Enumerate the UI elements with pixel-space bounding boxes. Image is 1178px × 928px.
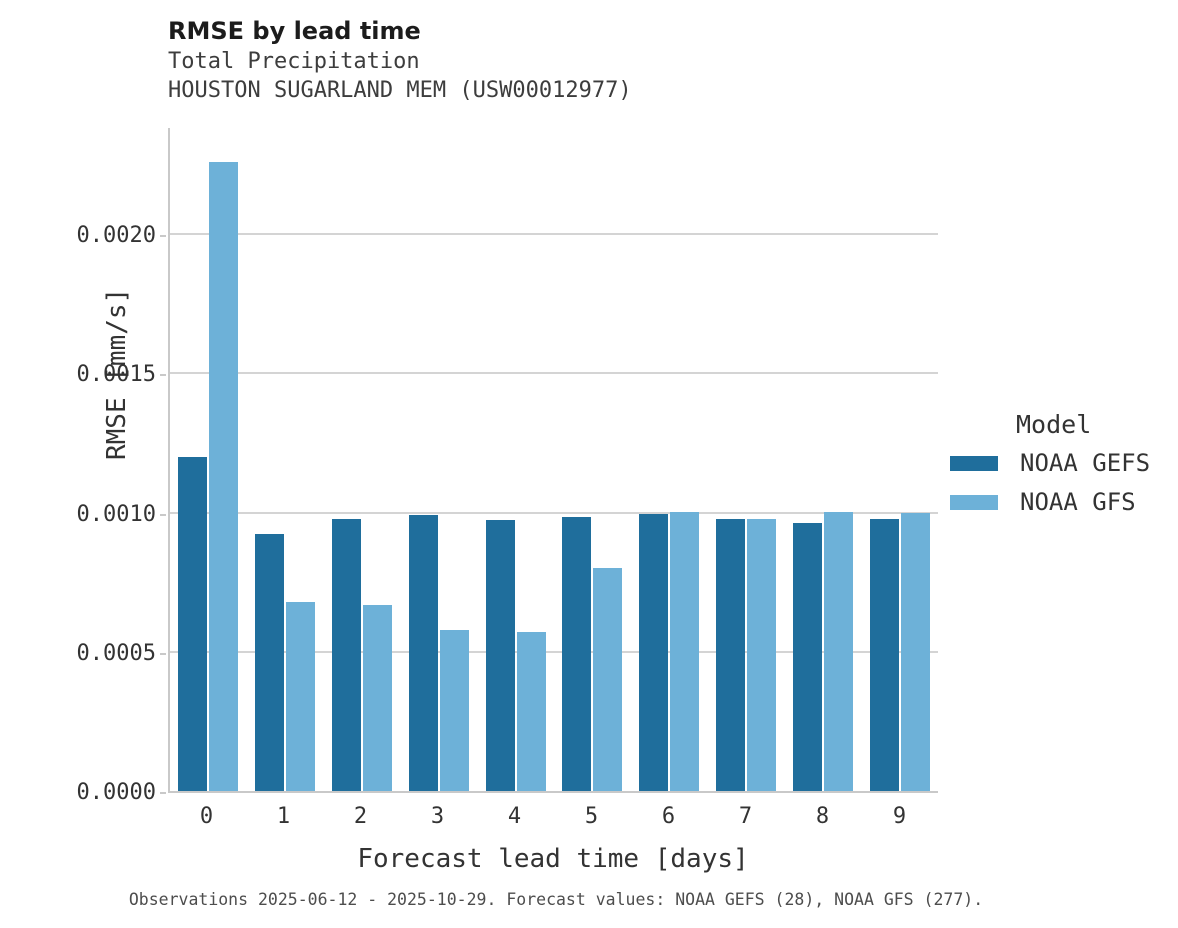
bar-noaa-gfs-lead-2 [362, 605, 392, 791]
legend-label: NOAA GFS [1020, 488, 1136, 516]
y-tick-mark [160, 792, 166, 794]
caption: Observations 2025-06-12 - 2025-10-29. Fo… [128, 890, 984, 909]
legend-items: NOAA GEFS NOAA GFS [950, 449, 1150, 516]
bar-groups [170, 128, 938, 791]
bar-noaa-gfs-lead-3 [439, 630, 469, 791]
bar-group-2 [324, 128, 401, 791]
bar-group-5 [554, 128, 631, 791]
gridline-0.0005 [170, 651, 938, 653]
y-tick-label: 0.0010 [76, 502, 156, 527]
y-tick-mark [160, 653, 166, 655]
bar-noaa-gefs-lead-9 [869, 519, 899, 791]
x-axis-label: Forecast lead time [days] [357, 844, 749, 874]
x-axis-tick-labels: 0 1 2 3 4 5 6 7 8 9 [168, 804, 938, 829]
legend-label: NOAA GEFS [1020, 449, 1151, 477]
x-tick-label-2: 2 [353, 804, 368, 829]
bar-noaa-gefs-lead-2 [331, 519, 361, 791]
legend-item-noaa-gefs: NOAA GEFS [950, 449, 1150, 477]
x-tick-label-6: 6 [661, 804, 676, 829]
bar-noaa-gfs-lead-0 [209, 162, 239, 791]
bar-noaa-gefs-lead-0 [178, 457, 208, 791]
y-tick-mark [160, 514, 166, 516]
legend: Model NOAA GEFS NOAA GFS [950, 410, 1150, 527]
bar-noaa-gfs-lead-1 [286, 602, 316, 791]
x-tick-label-4: 4 [507, 804, 522, 829]
y-tick-label: 0.0005 [76, 641, 156, 666]
bar-group-7 [708, 128, 785, 791]
bar-noaa-gefs-lead-3 [408, 515, 438, 791]
x-tick-label-9: 9 [892, 804, 907, 829]
legend-swatch [950, 494, 998, 510]
plot-area [168, 128, 938, 793]
y-tick-mark [160, 235, 166, 237]
bar-group-1 [247, 128, 324, 791]
x-tick-label-0: 0 [199, 804, 214, 829]
bar-noaa-gfs-lead-7 [746, 519, 776, 791]
bar-noaa-gefs-lead-7 [715, 519, 745, 791]
chart-subtitle-line1: Total Precipitation [168, 49, 420, 75]
bar-group-4 [477, 128, 554, 791]
bar-noaa-gefs-lead-1 [255, 534, 285, 791]
bar-noaa-gfs-lead-4 [516, 632, 546, 791]
bar-noaa-gfs-lead-5 [593, 568, 623, 791]
bar-group-3 [400, 128, 477, 791]
x-tick-label-7: 7 [738, 804, 753, 829]
x-tick-label-8: 8 [815, 804, 830, 829]
bar-noaa-gfs-lead-9 [900, 513, 930, 791]
bar-group-6 [631, 128, 708, 791]
y-axis-tick-marks [160, 128, 168, 794]
y-axis-tick-labels: 0.0000 0.0005 0.0010 0.0015 0.0020 [44, 128, 156, 804]
bar-group-9 [861, 128, 938, 791]
gridline-0.002 [170, 233, 938, 235]
bar-noaa-gefs-lead-4 [485, 520, 515, 791]
legend-title: Model [1016, 410, 1092, 439]
bar-group-8 [784, 128, 861, 791]
bar-group-0 [170, 128, 247, 791]
x-tick-label-3: 3 [430, 804, 445, 829]
x-tick-label-1: 1 [276, 804, 291, 829]
title-block: RMSE by lead time Total Precipitation HO… [168, 16, 632, 105]
y-tick-label: 0.0000 [76, 780, 156, 805]
bar-noaa-gfs-lead-6 [670, 512, 700, 791]
bar-noaa-gefs-lead-8 [792, 523, 822, 791]
legend-item-noaa-gfs: NOAA GFS [950, 488, 1150, 516]
chart-title: RMSE by lead time [168, 17, 421, 45]
gridline-0.0015 [170, 372, 938, 374]
bar-noaa-gefs-lead-6 [639, 514, 669, 791]
legend-swatch [950, 455, 998, 471]
chart-subtitle-line2: HOUSTON SUGARLAND MEM (USW00012977) [168, 78, 632, 104]
bar-noaa-gfs-lead-8 [823, 512, 853, 791]
y-tick-mark [160, 374, 166, 376]
y-tick-label: 0.0015 [76, 362, 156, 387]
y-tick-label: 0.0020 [76, 223, 156, 248]
x-tick-label-5: 5 [584, 804, 599, 829]
gridline-0.001 [170, 512, 938, 514]
bar-noaa-gefs-lead-5 [562, 517, 592, 791]
